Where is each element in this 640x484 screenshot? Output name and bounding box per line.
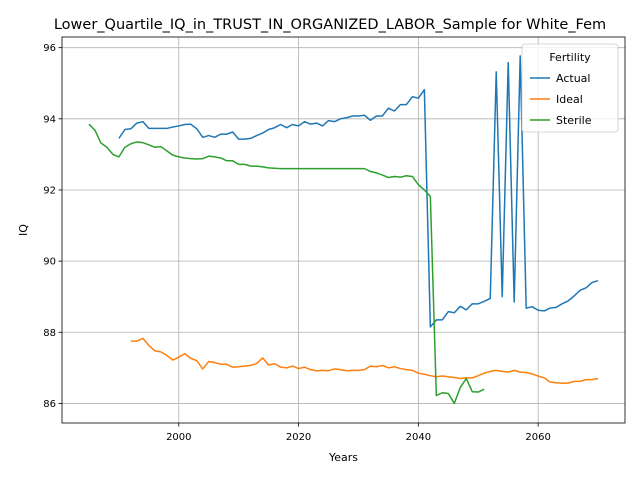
legend-title: Fertility — [549, 51, 591, 64]
y-tick-label: 94 — [43, 114, 56, 125]
y-axis-label: IQ — [17, 224, 30, 236]
y-tick-label: 90 — [43, 257, 56, 268]
legend-label-ideal: Ideal — [556, 93, 583, 106]
x-tick-label: 2000 — [166, 432, 191, 443]
x-tick-label: 2040 — [406, 432, 431, 443]
x-tick-label: 2020 — [286, 432, 311, 443]
legend-label-sterile: Sterile — [556, 114, 592, 127]
x-tick-label: 2060 — [525, 432, 550, 443]
legend-items: Actual Ideal Sterile — [530, 72, 592, 127]
legend: Fertility Actual Ideal Sterile — [521, 43, 619, 133]
legend-label-actual: Actual — [556, 72, 590, 85]
series-line-sterile — [88, 123, 485, 405]
y-tick-label: 86 — [43, 399, 56, 410]
y-tick-label: 92 — [43, 185, 56, 196]
legend-box — [521, 43, 619, 133]
y-tick-label: 88 — [43, 328, 56, 339]
chart-title: Lower_Quartile_IQ_in_TRUST_IN_ORGANIZED_… — [54, 17, 606, 33]
x-axis-label: Years — [328, 451, 358, 464]
y-tick-label: 96 — [43, 43, 56, 54]
plot-frame — [61, 36, 626, 424]
axis-ticks: 2000 2020 2040 2060 86 88 90 92 94 96 — [43, 43, 551, 443]
series-line-ideal — [130, 337, 599, 384]
series-line-actual — [118, 55, 599, 328]
series-lines — [88, 55, 599, 405]
